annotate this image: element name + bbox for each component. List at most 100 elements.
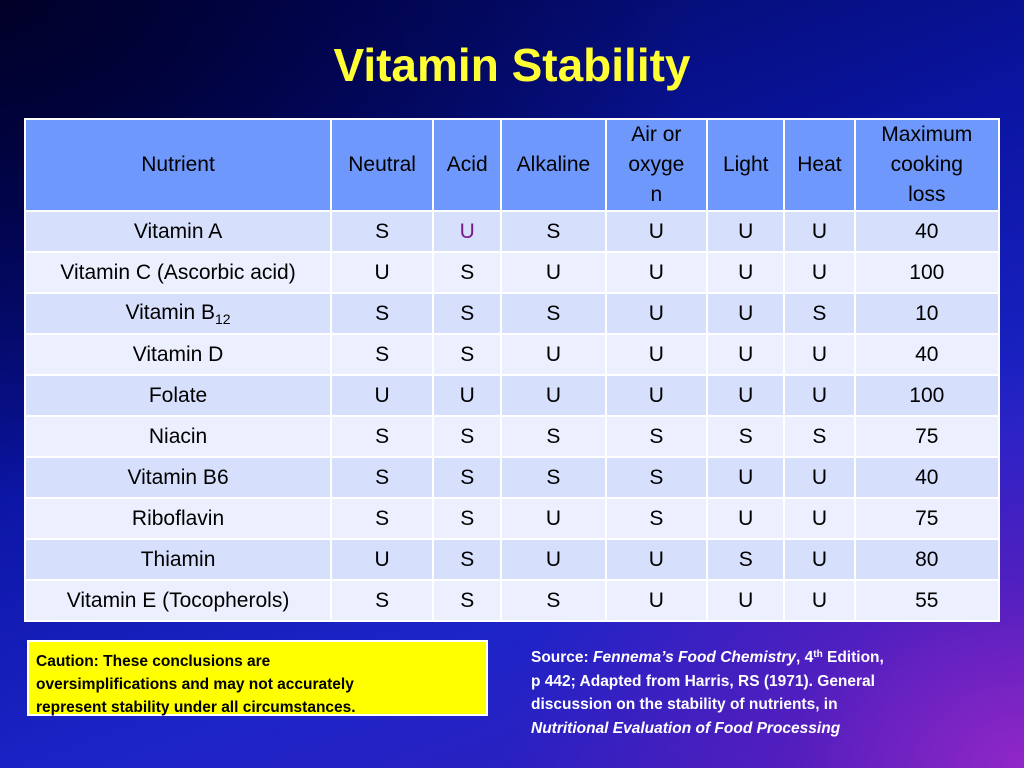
cell-air: U bbox=[604, 292, 709, 335]
cell-air: S bbox=[604, 456, 709, 499]
cell-max-loss: 80 bbox=[853, 538, 1001, 581]
source-book-title: Fennema’s Food Chemistry bbox=[593, 649, 796, 666]
cell-alkaline: S bbox=[500, 415, 607, 458]
table-row: Vitamin A S U S U U U 40 bbox=[23, 210, 1001, 253]
cell-alkaline: U bbox=[500, 251, 607, 294]
cell-acid: U bbox=[432, 210, 503, 253]
table-row: Vitamin B6 S S S S U U 40 bbox=[23, 456, 1001, 499]
header-max-cooking-loss: Maximum cooking loss bbox=[853, 118, 1001, 212]
source-comma: , 4 bbox=[796, 649, 814, 666]
cell-max-loss: 75 bbox=[853, 497, 1001, 540]
header-air-line3: n bbox=[650, 183, 663, 206]
cell-max-loss: 10 bbox=[853, 292, 1001, 335]
cell-heat: U bbox=[783, 579, 856, 622]
cell-light: U bbox=[706, 210, 786, 253]
cell-acid: S bbox=[432, 497, 503, 540]
cell-air: U bbox=[604, 538, 709, 581]
cell-neutral: U bbox=[330, 374, 435, 417]
caution-line2: oversimplifications and may not accurate… bbox=[36, 676, 354, 693]
cell-heat: S bbox=[783, 292, 856, 335]
cell-air: U bbox=[604, 210, 709, 253]
cell-light: U bbox=[706, 333, 786, 376]
cell-alkaline: S bbox=[500, 456, 607, 499]
nutrient-subscript: 12 bbox=[215, 310, 231, 327]
cell-heat: U bbox=[783, 251, 856, 294]
cell-heat: U bbox=[783, 374, 856, 417]
cell-acid: U bbox=[432, 374, 503, 417]
source-prefix: Source: bbox=[531, 649, 594, 666]
table-row: Vitamin E (Tocopherols) S S S U U U 55 bbox=[23, 579, 1001, 622]
cell-alkaline: S bbox=[500, 292, 607, 335]
cell-acid: S bbox=[432, 251, 503, 294]
nutrient-name: Vitamin B bbox=[125, 300, 216, 324]
cell-heat: U bbox=[783, 333, 856, 376]
cell-max-loss: 75 bbox=[853, 415, 1001, 458]
cell-heat: S bbox=[783, 415, 856, 458]
cell-neutral: S bbox=[330, 456, 435, 499]
cell-max-loss: 100 bbox=[853, 374, 1001, 417]
table-header-row: Nutrient Neutral Acid Alkaline Air or ox… bbox=[23, 118, 1001, 212]
cell-heat: U bbox=[783, 210, 856, 253]
cell-alkaline: U bbox=[500, 538, 607, 581]
table-row: Niacin S S S S S S 75 bbox=[23, 415, 1001, 458]
source-line3: discussion on the stability of nutrients… bbox=[531, 696, 838, 713]
table-row: Riboflavin S S U S U U 75 bbox=[23, 497, 1001, 540]
source-citation: Source: Fennema’s Food Chemistry, 4th Ed… bbox=[531, 646, 1001, 740]
cell-max-loss: 40 bbox=[853, 456, 1001, 499]
cell-max-loss: 100 bbox=[853, 251, 1001, 294]
cell-max-loss: 40 bbox=[853, 333, 1001, 376]
cell-nutrient: Vitamin A bbox=[23, 210, 333, 253]
cell-acid: S bbox=[432, 333, 503, 376]
header-neutral: Neutral bbox=[330, 118, 435, 212]
cell-heat: U bbox=[783, 497, 856, 540]
table-row: Vitamin D S S U U U U 40 bbox=[23, 333, 1001, 376]
source-edition: Edition, bbox=[822, 649, 884, 666]
cell-neutral: S bbox=[330, 415, 435, 458]
cell-light: U bbox=[706, 292, 786, 335]
cell-air: U bbox=[604, 579, 709, 622]
cell-neutral: U bbox=[330, 251, 435, 294]
cell-acid: S bbox=[432, 292, 503, 335]
cell-light: S bbox=[706, 538, 786, 581]
header-max-line3: loss bbox=[908, 183, 946, 206]
caution-note: Caution: These conclusions are oversimpl… bbox=[27, 640, 488, 716]
table-row: Vitamin B12 S S S U U S 10 bbox=[23, 292, 1001, 335]
cell-alkaline: U bbox=[500, 333, 607, 376]
cell-max-loss: 40 bbox=[853, 210, 1001, 253]
source-line4: Nutritional Evaluation of Food Processin… bbox=[531, 719, 841, 737]
header-alkaline: Alkaline bbox=[500, 118, 607, 212]
vitamin-stability-table: Nutrient Neutral Acid Alkaline Air or ox… bbox=[23, 118, 1001, 622]
cell-air: S bbox=[604, 415, 709, 458]
table-row: Thiamin U S U U S U 80 bbox=[23, 538, 1001, 581]
cell-neutral: U bbox=[330, 538, 435, 581]
cell-nutrient: Vitamin B6 bbox=[23, 456, 333, 499]
header-light: Light bbox=[706, 118, 786, 212]
cell-heat: U bbox=[783, 456, 856, 499]
cell-light: U bbox=[706, 579, 786, 622]
cell-air: S bbox=[604, 497, 709, 540]
cell-air: U bbox=[604, 333, 709, 376]
cell-alkaline: S bbox=[500, 579, 607, 622]
cell-alkaline: S bbox=[500, 210, 607, 253]
cell-acid: S bbox=[432, 415, 503, 458]
cell-alkaline: U bbox=[500, 497, 607, 540]
cell-acid: S bbox=[432, 538, 503, 581]
cell-nutrient: Vitamin B12 bbox=[23, 292, 333, 335]
cell-acid: S bbox=[432, 579, 503, 622]
header-acid: Acid bbox=[432, 118, 503, 212]
cell-air: U bbox=[604, 251, 709, 294]
cell-max-loss: 55 bbox=[853, 579, 1001, 622]
cell-neutral: S bbox=[330, 333, 435, 376]
cell-neutral: S bbox=[330, 579, 435, 622]
cell-neutral: S bbox=[330, 292, 435, 335]
slide-title: Vitamin Stability bbox=[333, 39, 691, 91]
header-air-line2: oxyge bbox=[628, 153, 685, 176]
cell-light: S bbox=[706, 415, 786, 458]
header-max-line1: Maximum bbox=[881, 123, 973, 146]
cell-nutrient: Vitamin C (Ascorbic acid) bbox=[23, 251, 333, 294]
header-air-line1: Air or bbox=[631, 123, 682, 146]
cell-nutrient: Vitamin D bbox=[23, 333, 333, 376]
table-row: Vitamin C (Ascorbic acid) U S U U U U 10… bbox=[23, 251, 1001, 294]
source-ordinal: th bbox=[813, 649, 823, 660]
cell-acid: S bbox=[432, 456, 503, 499]
